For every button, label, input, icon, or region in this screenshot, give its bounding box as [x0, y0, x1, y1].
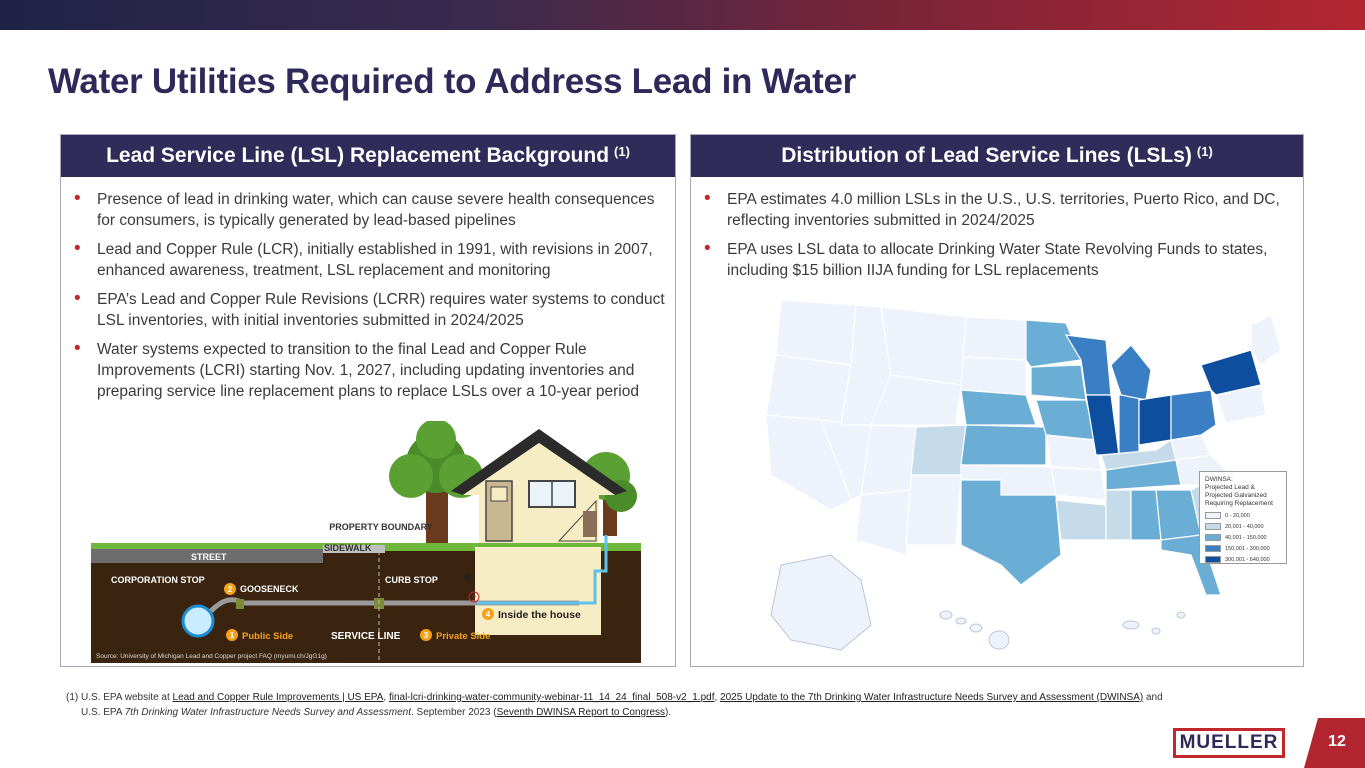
asterisk-icon: *	[463, 571, 470, 591]
bullet-item: EPA’s Lead and Copper Rule Revisions (LC…	[74, 288, 665, 331]
legend-label: 40,001 - 150,000	[1225, 534, 1267, 541]
lsl-background-panel: Lead Service Line (LSL) Replacement Back…	[60, 134, 676, 667]
footnote-link[interactable]: Seventh DWINSA Report to Congress	[496, 707, 666, 718]
legend-title-line: Requiring Replacement	[1205, 500, 1273, 507]
footnote-link[interactable]: final-lcri-drinking-water-community-webi…	[388, 692, 715, 703]
footnote-text: ,	[383, 692, 389, 703]
water-main-icon	[181, 604, 215, 638]
house-icon	[451, 429, 627, 543]
sidewalk-label: SIDEWALK	[324, 543, 372, 553]
private-side-label: Private Side	[436, 631, 490, 642]
tree-left-icon	[389, 419, 483, 543]
map-legend: DWINSA: Projected Lead & Projected Galva…	[1199, 471, 1287, 564]
private-side-marker	[420, 629, 432, 641]
legend-swatch	[1205, 556, 1221, 563]
public-side-label: Public Side	[242, 631, 293, 642]
lsl-distribution-header: Distribution of Lead Service Lines (LSLs…	[691, 135, 1303, 177]
legend-item: 0 - 20,000	[1205, 512, 1281, 519]
legend-swatch	[1205, 523, 1221, 530]
service-line-label: SERVICE LINE	[331, 631, 401, 642]
legend-swatch	[1205, 512, 1221, 519]
public-side-marker	[226, 629, 238, 641]
footnote-text: ).	[665, 707, 672, 718]
footnote-link[interactable]: 2025 Update to the 7th Drinking Water In…	[720, 692, 1144, 703]
private-side-number: 3	[424, 631, 429, 640]
bullet-item: Presence of lead in drinking water, whic…	[74, 188, 665, 231]
question-marker	[468, 591, 480, 603]
inside-marker	[482, 608, 494, 620]
footnote-number: (1)	[66, 692, 79, 703]
footnote: (1) U.S. EPA website at Lead and Copper …	[66, 690, 1301, 720]
diagram-source: Source: University of Michigan Lead and …	[96, 653, 327, 660]
page-title: Water Utilities Required to Address Lead…	[48, 62, 856, 101]
lsl-distribution-bullets: EPA estimates 4.0 million LSLs in the U.…	[691, 177, 1303, 281]
public-side-number: 1	[230, 631, 235, 640]
lsl-distribution-panel: Distribution of Lead Service Lines (LSLs…	[690, 134, 1304, 667]
legend-label: 150,001 - 300,000	[1225, 545, 1270, 552]
house-plumbing	[477, 535, 608, 605]
lsl-distribution-header-text: Distribution of Lead Service Lines (LSLs…	[781, 144, 1192, 167]
gooseneck-number: 2	[228, 585, 233, 594]
gooseneck-label: GOOSENECK	[240, 584, 299, 594]
page-number-badge	[1304, 718, 1365, 768]
header-footnote-ref: (1)	[1196, 143, 1213, 159]
legend-title-line: DWINSA:	[1205, 476, 1233, 483]
legend-label: 20,001 - 40,000	[1225, 523, 1264, 530]
footnote-link[interactable]: Lead and Copper Rule Improvements | US E…	[172, 692, 384, 703]
bullet-item: Water systems expected to transition to …	[74, 338, 665, 402]
mueller-logo: MUELLER	[1173, 728, 1285, 758]
lsl-background-header-text: Lead Service Line (LSL) Replacement Back…	[106, 144, 610, 167]
legend-swatch	[1205, 534, 1221, 541]
service-line-diagram: PROPERTY BOUNDARY SIDEWALK STREET CORPOR…	[91, 419, 641, 663]
legend-swatch	[1205, 545, 1221, 552]
header-footnote-ref: (1)	[614, 143, 630, 159]
legend-item: 40,001 - 150,000	[1205, 534, 1281, 541]
footnote-text: U.S. EPA website at	[81, 692, 173, 703]
footnote-text: U.S. EPA	[81, 707, 125, 718]
legend-title-line: Projected Galvanized	[1205, 492, 1267, 499]
footnote-text: . September 2023 (	[410, 707, 497, 718]
basement	[475, 547, 601, 635]
question-mark-label: ?	[472, 595, 476, 602]
lsl-background-header: Lead Service Line (LSL) Replacement Back…	[61, 135, 675, 177]
legend-title-line: Projected Lead &	[1205, 484, 1255, 491]
curb-stop-label: CURB STOP	[385, 575, 438, 585]
legend-item: 300,001 - 640,000	[1205, 556, 1281, 563]
legend-item: 20,001 - 40,000	[1205, 523, 1281, 530]
territories-shapes	[1122, 611, 1186, 635]
inside-number: 4	[486, 610, 491, 619]
page-number: 12	[1328, 733, 1346, 750]
legend-label: 0 - 20,000	[1225, 512, 1250, 519]
legend-item: 150,001 - 300,000	[1205, 545, 1281, 552]
top-banner	[0, 0, 1365, 30]
legend-label: 300,001 - 640,000	[1225, 556, 1270, 563]
gooseneck-marker	[224, 583, 236, 595]
corporation-stop-label: CORPORATION STOP	[111, 575, 205, 585]
footnote-text: and	[1143, 692, 1163, 703]
bullet-item: EPA estimates 4.0 million LSLs in the U.…	[704, 188, 1293, 231]
alaska-shape	[770, 554, 872, 651]
footnote-text: ,	[714, 692, 721, 703]
sidewalk-surface	[323, 545, 385, 553]
lsl-background-bullets: Presence of lead in drinking water, whic…	[61, 177, 675, 402]
bullet-item: EPA uses LSL data to allocate Drinking W…	[704, 238, 1293, 281]
street-label: STREET	[191, 552, 227, 562]
inside-house-label: Inside the house	[498, 609, 581, 621]
street-surface	[91, 549, 323, 563]
property-boundary-label: PROPERTY BOUNDARY	[329, 522, 433, 532]
footnote-italic: 7th Drinking Water Infrastructure Needs …	[124, 707, 411, 718]
hawaii-shape	[939, 610, 1010, 650]
bullet-item: Lead and Copper Rule (LCR), initially es…	[74, 238, 665, 281]
